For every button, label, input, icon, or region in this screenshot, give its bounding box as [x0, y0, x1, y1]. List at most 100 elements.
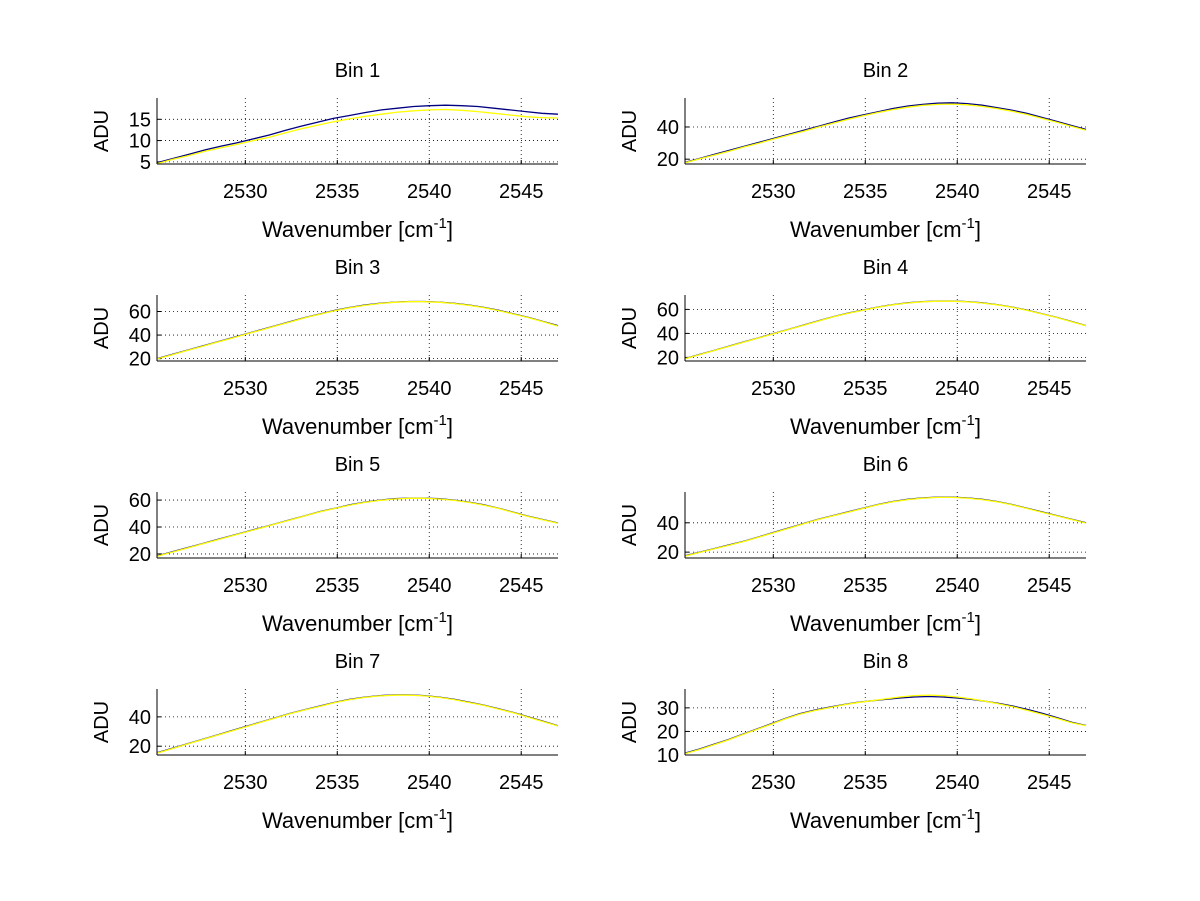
x-tick-label: 2530 — [751, 378, 796, 400]
subplot-bin-3: Bin 3 ADU Wavenumber [cm-1] 2530 2535 2540 254… — [91, 257, 559, 439]
series-line-light — [684, 300, 1087, 360]
subplot-bin-5: Bin 5 ADU Wavenumber [cm-1] 2530 2535 2540 254… — [91, 454, 559, 636]
x-axis-label-text: Wavenumber [cm — [262, 414, 434, 439]
series-line-dark — [684, 102, 1087, 164]
x-axis-label-text: Wavenumber [cm — [790, 414, 962, 439]
y-tick-label: 20 — [129, 736, 151, 758]
subplot-bin-1: Bin 1 ADU Wavenumber [cm-1] 2530 2535 2540 254… — [91, 60, 559, 242]
y-tick-label: 40 — [129, 325, 151, 347]
y-tick-label: 10 — [657, 745, 679, 767]
subplot-title: Bin 8 — [863, 651, 909, 673]
y-tick-label: 40 — [657, 323, 679, 345]
x-tick-label: 2530 — [751, 181, 796, 203]
y-tick-label: 20 — [129, 349, 151, 371]
x-tick-label: 2530 — [751, 575, 796, 597]
x-tick-label: 2540 — [935, 181, 980, 203]
y-tick-label: 60 — [129, 302, 151, 324]
x-tick-label: 2530 — [223, 575, 268, 597]
series-line-dark — [684, 496, 1087, 557]
x-axis-label-bracket: ] — [447, 808, 453, 833]
x-tick-label: 2535 — [315, 181, 360, 203]
x-axis-label-text: Wavenumber [cm — [790, 808, 962, 833]
x-axis-label-bracket: ] — [975, 217, 981, 242]
x-tick-label: 2530 — [223, 181, 268, 203]
y-tick-label: 40 — [129, 517, 151, 539]
x-tick-label: 2545 — [1027, 378, 1072, 400]
x-axis-label-superscript: -1 — [962, 806, 975, 823]
x-axis-label-superscript: -1 — [434, 806, 447, 823]
x-axis-label-bracket: ] — [447, 414, 453, 439]
x-axis-label-bracket: ] — [447, 217, 453, 242]
x-axis-label: Wavenumber [cm-1] — [790, 806, 981, 833]
x-tick-label: 2540 — [935, 772, 980, 794]
x-axis-label-bracket: ] — [975, 414, 981, 439]
x-tick-label: 2530 — [751, 772, 796, 794]
y-axis-label: ADU — [619, 307, 641, 349]
y-axis-label: ADU — [619, 110, 641, 152]
subplot-bin-6: Bin 6 ADU Wavenumber [cm-1] 2530 2535 2540 254… — [619, 454, 1087, 636]
subplot-title: Bin 6 — [863, 454, 909, 476]
y-tick-label: 30 — [657, 698, 679, 720]
x-axis-label-text: Wavenumber [cm — [790, 217, 962, 242]
x-axis-label-text: Wavenumber [cm — [262, 217, 434, 242]
x-tick-label: 2540 — [407, 575, 452, 597]
x-axis-label: Wavenumber [cm-1] — [262, 215, 453, 242]
y-axis-label: ADU — [619, 701, 641, 743]
x-axis-label-bracket: ] — [975, 611, 981, 636]
series-line-light — [684, 103, 1087, 164]
x-axis-label: Wavenumber [cm-1] — [790, 412, 981, 439]
series-line-dark — [156, 694, 559, 754]
y-tick-label: 60 — [657, 299, 679, 321]
series-line-light — [156, 301, 559, 360]
x-axis-label-superscript: -1 — [434, 609, 447, 626]
series-line-light — [156, 108, 559, 165]
x-tick-label: 2545 — [499, 181, 544, 203]
x-tick-label: 2535 — [843, 378, 888, 400]
x-tick-label: 2545 — [499, 378, 544, 400]
x-tick-label: 2535 — [843, 575, 888, 597]
subplot-bin-2: Bin 2 ADU Wavenumber [cm-1] 2530 2535 2540 254… — [619, 60, 1087, 242]
x-axis-label: Wavenumber [cm-1] — [262, 412, 453, 439]
subplot-bin-7: Bin 7 ADU Wavenumber [cm-1] 2530 2535 2540 254… — [91, 651, 559, 833]
x-axis-label-bracket: ] — [975, 808, 981, 833]
x-axis-label: Wavenumber [cm-1] — [790, 609, 981, 636]
x-tick-label: 2530 — [223, 772, 268, 794]
series-line-light — [156, 497, 559, 557]
y-axis-label: ADU — [91, 307, 113, 349]
subplot-title: Bin 3 — [335, 257, 381, 279]
y-tick-label: 40 — [129, 707, 151, 729]
y-tick-label: 20 — [129, 544, 151, 566]
x-tick-label: 2540 — [407, 772, 452, 794]
x-tick-label: 2535 — [843, 181, 888, 203]
x-axis-label-bracket: ] — [447, 611, 453, 636]
y-tick-label: 20 — [657, 347, 679, 369]
series-line-light — [156, 694, 559, 754]
x-axis-label-superscript: -1 — [434, 412, 447, 429]
y-tick-label: 20 — [657, 542, 679, 564]
y-tick-label: 40 — [657, 513, 679, 535]
x-axis-label-superscript: -1 — [962, 609, 975, 626]
y-tick-label: 15 — [129, 109, 151, 131]
x-tick-label: 2540 — [935, 575, 980, 597]
x-tick-label: 2545 — [499, 772, 544, 794]
series-line-light — [684, 694, 1087, 755]
x-axis-label-superscript: -1 — [962, 215, 975, 232]
x-tick-label: 2540 — [407, 378, 452, 400]
y-tick-label: 60 — [129, 490, 151, 512]
x-tick-label: 2535 — [315, 378, 360, 400]
x-tick-label: 2545 — [1027, 575, 1072, 597]
series-line-dark — [156, 104, 559, 164]
x-tick-label: 2530 — [223, 378, 268, 400]
y-axis-label: ADU — [619, 504, 641, 546]
y-tick-label: 10 — [129, 131, 151, 153]
x-axis-label-text: Wavenumber [cm — [262, 808, 434, 833]
subplot-title: Bin 1 — [335, 60, 381, 82]
x-axis-label-text: Wavenumber [cm — [790, 611, 962, 636]
x-axis-label: Wavenumber [cm-1] — [262, 609, 453, 636]
y-axis-label: ADU — [91, 110, 113, 152]
subplot-title: Bin 5 — [335, 454, 381, 476]
x-tick-label: 2535 — [315, 575, 360, 597]
x-tick-label: 2545 — [499, 575, 544, 597]
x-axis-label-superscript: -1 — [962, 412, 975, 429]
